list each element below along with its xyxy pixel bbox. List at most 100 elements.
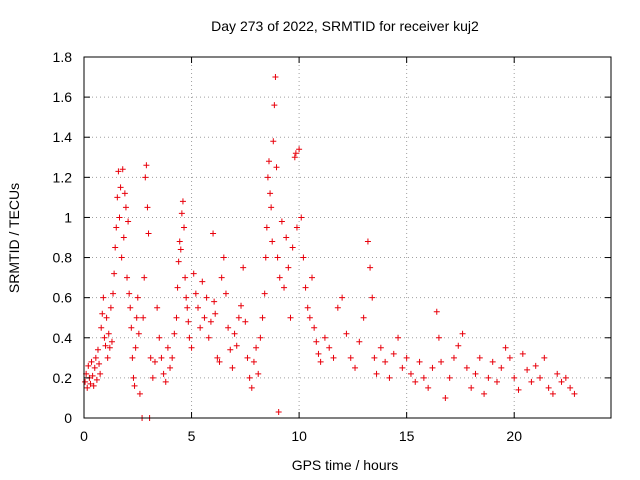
data-point <box>164 344 171 351</box>
data-point <box>502 344 509 351</box>
data-point <box>356 338 363 345</box>
data-point <box>143 162 150 169</box>
data-point <box>169 354 176 361</box>
data-point <box>532 362 539 369</box>
data-point <box>142 174 149 181</box>
x-tick-label: 15 <box>399 428 415 444</box>
data-point <box>89 372 96 379</box>
data-point <box>107 304 114 311</box>
data-point <box>519 350 526 357</box>
data-point <box>145 230 152 237</box>
data-point <box>103 314 110 321</box>
data-point <box>485 374 492 381</box>
data-point <box>264 174 271 181</box>
data-point <box>216 358 223 365</box>
x-tick-label: 10 <box>291 428 307 444</box>
y-tick-label: 1.2 <box>53 169 73 185</box>
data-point <box>134 294 141 301</box>
data-point <box>240 264 247 271</box>
data-point <box>265 158 272 165</box>
data-point <box>395 334 402 341</box>
data-point <box>248 384 255 391</box>
data-point <box>154 304 161 311</box>
data-point <box>156 334 163 341</box>
data-point <box>175 258 182 265</box>
data-point <box>554 370 561 377</box>
data-point <box>537 374 544 381</box>
data-point <box>133 314 140 321</box>
data-point <box>87 380 94 387</box>
data-point <box>96 360 103 367</box>
data-point <box>262 254 269 261</box>
data-point <box>285 264 292 271</box>
data-point <box>382 358 389 365</box>
data-point <box>212 310 219 317</box>
data-point <box>106 344 113 351</box>
y-tick-label: 0 <box>64 410 72 426</box>
data-point <box>97 370 104 377</box>
data-point <box>292 150 299 157</box>
data-point <box>101 334 108 341</box>
data-point <box>271 102 278 109</box>
data-point <box>463 364 470 371</box>
data-point <box>188 344 195 351</box>
data-points <box>82 74 578 421</box>
data-point <box>125 218 132 225</box>
data-point <box>253 344 260 351</box>
data-point <box>373 370 380 377</box>
data-point <box>120 234 127 241</box>
data-point <box>185 318 192 325</box>
data-point <box>257 334 264 341</box>
data-point <box>291 154 298 161</box>
data-point <box>347 354 354 361</box>
data-point <box>129 354 136 361</box>
data-point <box>541 354 548 361</box>
data-point <box>311 324 318 331</box>
data-point <box>205 334 212 341</box>
data-point <box>259 314 266 321</box>
data-point <box>567 384 574 391</box>
data-point <box>334 304 341 311</box>
data-point <box>199 278 206 285</box>
data-point <box>122 204 129 211</box>
data-point <box>135 330 142 337</box>
data-point <box>144 204 151 211</box>
data-point <box>85 362 92 369</box>
data-point <box>141 274 148 281</box>
data-point <box>104 354 111 361</box>
data-point <box>140 314 147 321</box>
data-point <box>438 358 445 365</box>
data-point <box>315 350 322 357</box>
x-tick-label: 0 <box>80 428 88 444</box>
data-point <box>128 324 135 331</box>
data-point <box>174 284 181 291</box>
data-point <box>343 330 350 337</box>
data-point <box>178 210 185 217</box>
data-point <box>511 374 518 381</box>
data-point <box>275 408 282 415</box>
data-point <box>197 324 204 331</box>
data-point <box>270 138 277 145</box>
data-point <box>472 370 479 377</box>
x-tick-label: 20 <box>506 428 522 444</box>
data-point <box>100 294 107 301</box>
data-point <box>105 330 112 337</box>
data-point <box>528 378 535 385</box>
data-point <box>263 224 270 231</box>
data-point <box>201 314 208 321</box>
data-point <box>158 354 165 361</box>
data-point <box>255 370 262 377</box>
data-point <box>360 314 367 321</box>
data-point <box>131 382 138 389</box>
data-point <box>117 184 124 191</box>
data-point <box>99 310 106 317</box>
data-point <box>278 218 285 225</box>
data-point <box>293 224 300 231</box>
y-axis-label: SRMTID / TECUs <box>6 183 22 293</box>
data-point <box>369 294 376 301</box>
data-point <box>558 378 565 385</box>
data-point <box>296 146 303 153</box>
data-point <box>183 294 190 301</box>
data-point <box>545 384 552 391</box>
data-point <box>412 378 419 385</box>
